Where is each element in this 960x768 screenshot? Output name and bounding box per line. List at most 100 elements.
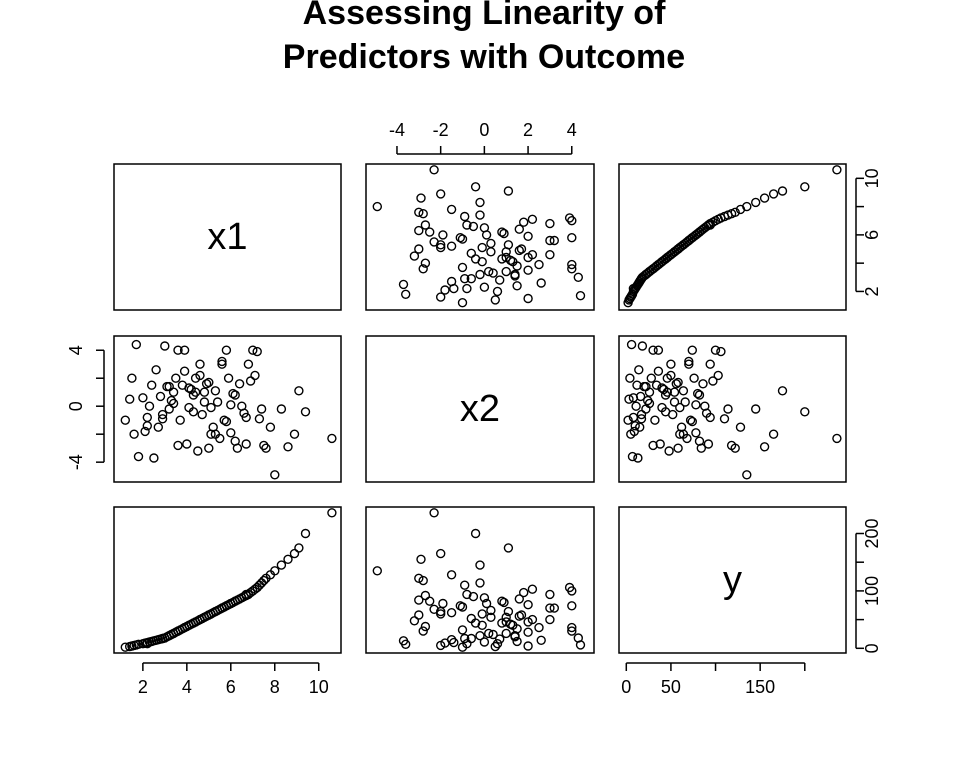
- variable-label-x2: x2: [460, 388, 500, 430]
- data-point: [687, 345, 697, 355]
- data-point: [664, 446, 674, 456]
- data-point: [503, 543, 514, 553]
- data-point: [327, 433, 337, 444]
- data-point: [199, 387, 210, 397]
- data-point: [398, 636, 409, 646]
- data-point: [669, 397, 680, 407]
- data-point: [409, 616, 420, 626]
- data-point: [549, 603, 559, 613]
- data-point: [129, 429, 139, 439]
- panel-frame-y-x2: [365, 506, 595, 654]
- data-point: [696, 443, 706, 453]
- data-point: [446, 570, 457, 580]
- data-point: [234, 379, 245, 389]
- x1-right-tick-label: 10: [862, 168, 882, 188]
- data-point: [510, 269, 520, 280]
- data-point: [497, 596, 507, 606]
- data-point: [632, 380, 642, 390]
- x2-left-tick-label: -4: [66, 454, 86, 470]
- data-point: [549, 235, 559, 246]
- data-point: [418, 208, 428, 219]
- data-point: [446, 608, 457, 618]
- data-point: [414, 573, 424, 583]
- data-point: [259, 440, 269, 451]
- data-point: [228, 388, 238, 399]
- panel-frame-y-x1: [113, 506, 342, 654]
- data-point: [475, 269, 485, 280]
- x2-left-tick-label: 0: [66, 401, 86, 411]
- data-point: [501, 617, 511, 627]
- data-point: [420, 621, 431, 632]
- data-point: [144, 401, 155, 411]
- data-point: [429, 604, 439, 614]
- data-point: [655, 439, 665, 449]
- chart-title-line-2: Predictors with Outcome: [283, 38, 685, 76]
- data-point: [440, 285, 450, 295]
- data-point: [446, 276, 457, 287]
- x1-bottom-tick-label: 6: [226, 677, 236, 697]
- data-point: [475, 197, 485, 208]
- data-point: [527, 249, 538, 260]
- data-point: [636, 414, 647, 424]
- data-point: [195, 370, 205, 381]
- data-point: [151, 365, 161, 375]
- data-point: [230, 596, 240, 606]
- data-point: [401, 289, 411, 299]
- data-point: [637, 341, 648, 351]
- data-point: [171, 373, 181, 383]
- data-point: [536, 635, 546, 645]
- data-point: [133, 451, 144, 462]
- data-point: [418, 264, 428, 274]
- data-point: [438, 598, 448, 609]
- data-point: [157, 414, 168, 424]
- data-point: [503, 606, 514, 617]
- data-point: [666, 359, 676, 369]
- data-point: [468, 591, 479, 602]
- data-point: [414, 207, 424, 218]
- data-point: [425, 596, 435, 606]
- data-point: [514, 224, 524, 234]
- data-point: [742, 201, 752, 212]
- data-point: [436, 189, 446, 199]
- data-point: [768, 189, 779, 199]
- x1-bottom-tick-label: 8: [270, 677, 280, 697]
- data-point: [567, 232, 577, 243]
- data-point: [455, 232, 465, 243]
- data-point: [832, 165, 842, 175]
- data-point: [294, 386, 304, 396]
- data-point: [510, 631, 520, 641]
- data-point: [294, 543, 304, 553]
- data-point: [436, 240, 446, 250]
- data-point: [217, 359, 227, 369]
- data-point: [256, 404, 267, 414]
- data-point: [800, 407, 810, 417]
- data-point: [644, 398, 655, 409]
- data-point: [223, 373, 234, 383]
- data-point: [429, 508, 439, 518]
- data-point: [449, 637, 459, 648]
- data-point: [625, 373, 635, 383]
- panel-frame-x2-x2: [365, 335, 595, 483]
- data-point: [508, 257, 518, 267]
- data-point: [466, 274, 476, 284]
- data-point: [691, 428, 701, 438]
- data-point: [420, 258, 431, 268]
- x1-bottom-tick-label: 4: [182, 677, 192, 697]
- data-point: [716, 346, 726, 357]
- data-point: [628, 283, 639, 294]
- data-point: [564, 582, 575, 593]
- data-point: [662, 252, 672, 263]
- data-point: [514, 594, 524, 604]
- data-point: [372, 566, 382, 576]
- data-point: [248, 345, 258, 355]
- data-point: [212, 397, 223, 407]
- data-point: [460, 211, 470, 222]
- data-point: [243, 359, 254, 369]
- chart-title-line-1: Assessing Linearity of: [303, 0, 666, 32]
- data-point: [120, 642, 131, 652]
- data-point: [226, 400, 236, 410]
- data-point: [567, 601, 577, 611]
- data-point: [164, 631, 174, 641]
